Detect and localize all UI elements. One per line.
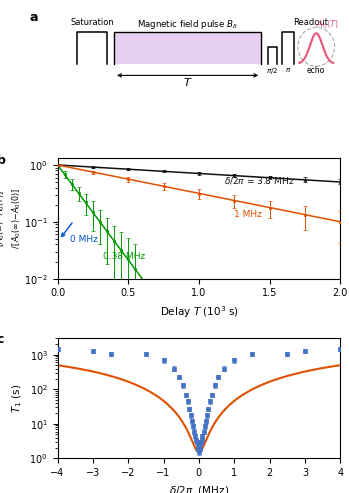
Bar (114, 32, 261, 64)
Y-axis label: $T_1$ (s): $T_1$ (s) (10, 384, 24, 413)
Text: 1 MHz: 1 MHz (234, 211, 262, 219)
Text: echo: echo (307, 66, 325, 75)
Text: c: c (0, 333, 4, 347)
Text: $A_0(T)$: $A_0(T)$ (316, 19, 339, 32)
X-axis label: $\delta/2\pi$  (MHz): $\delta/2\pi$ (MHz) (169, 484, 229, 493)
Text: 0 MHz: 0 MHz (70, 236, 98, 245)
Text: Magnetic field pulse $B_\delta$: Magnetic field pulse $B_\delta$ (137, 18, 238, 31)
Text: 0.38 MHz: 0.38 MHz (103, 252, 145, 261)
Text: b: b (0, 154, 6, 167)
Y-axis label: $[A_0(\infty){-}A_0(T)]$
$/\,[A_0(\infty){-}A_0(0)]$: $[A_0(\infty){-}A_0(T)]$ $/\,[A_0(\infty… (0, 188, 23, 249)
Text: $T$: $T$ (183, 76, 192, 88)
X-axis label: Delay $T$ (10$^3$ s): Delay $T$ (10$^3$ s) (159, 304, 238, 320)
Text: Saturation: Saturation (70, 18, 114, 27)
Text: $\pi$: $\pi$ (285, 66, 291, 74)
Text: Readout: Readout (293, 18, 328, 27)
Text: $\delta/2\pi$ = 3.8 MHz: $\delta/2\pi$ = 3.8 MHz (224, 175, 295, 185)
Text: a: a (29, 10, 38, 24)
Text: $\pi/2$: $\pi/2$ (266, 66, 279, 76)
